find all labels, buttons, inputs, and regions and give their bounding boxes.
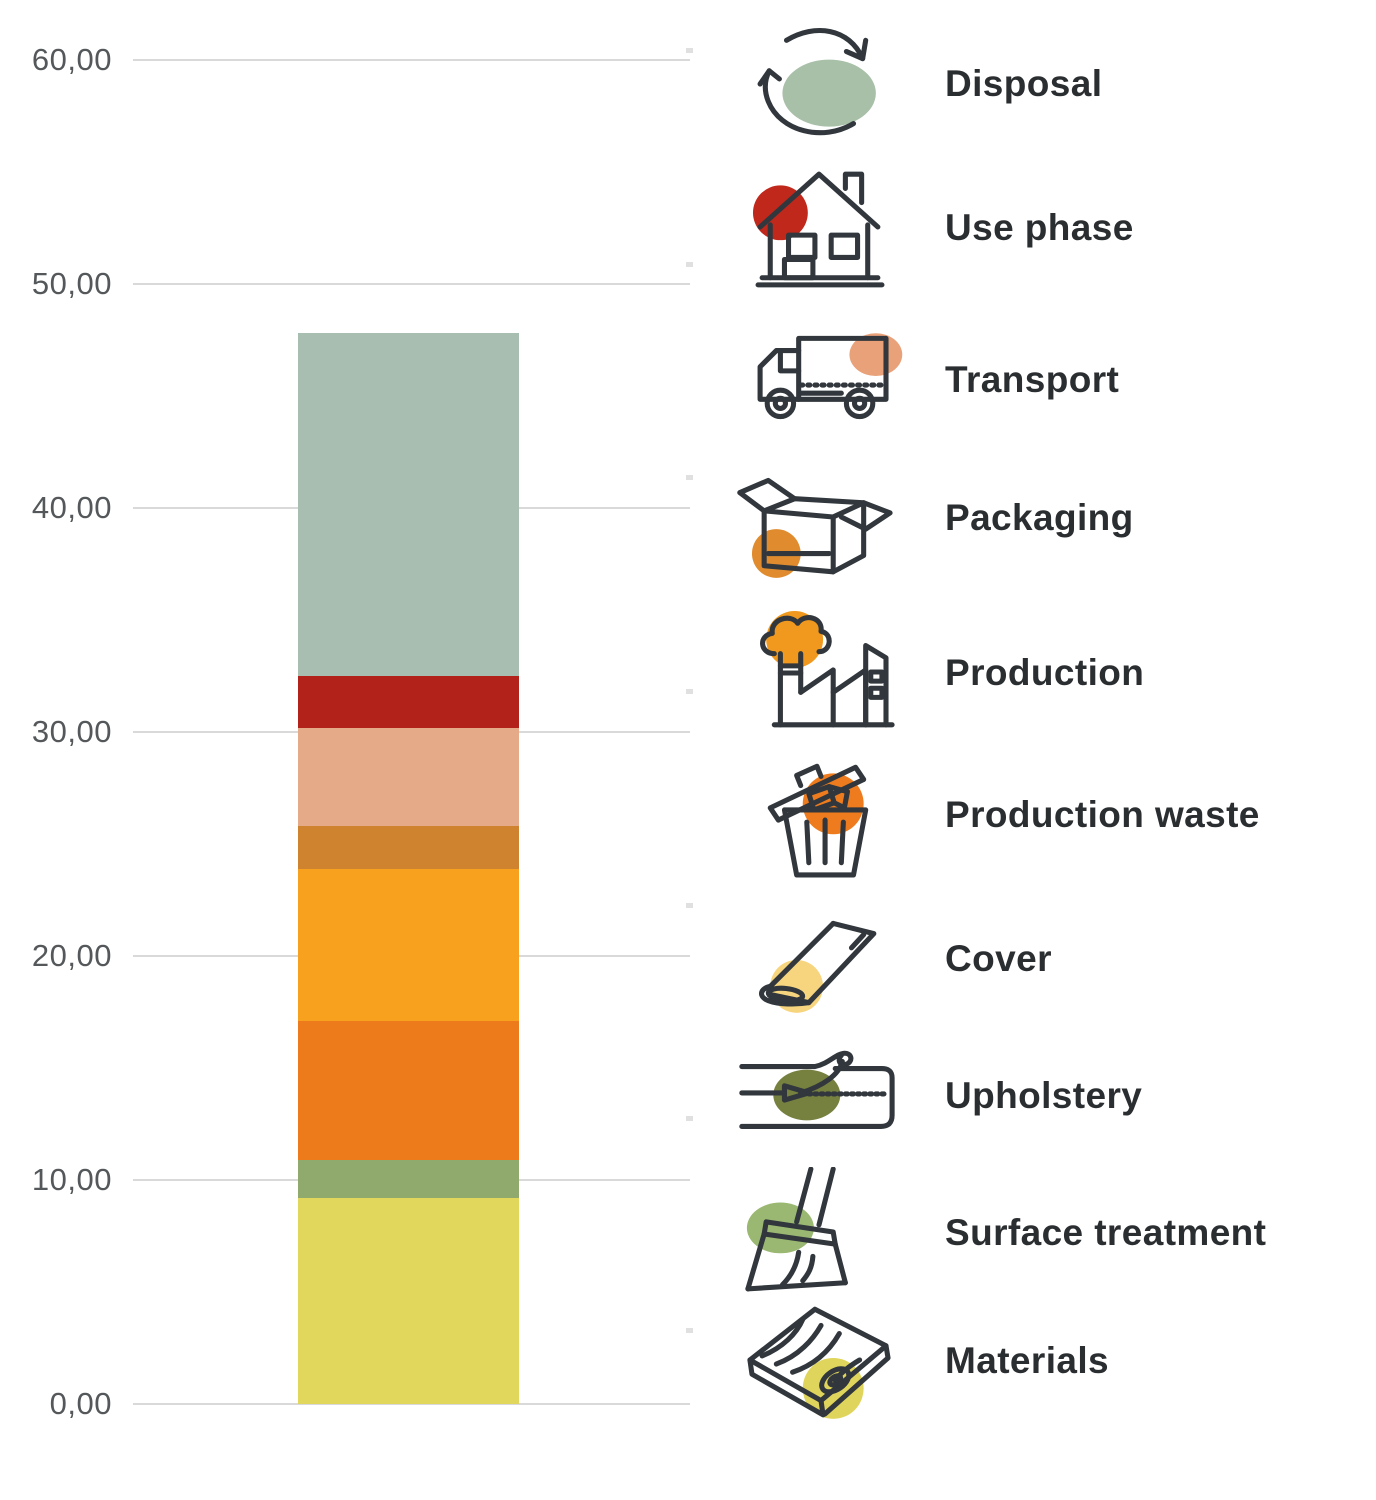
paint-brush-icon <box>720 1167 920 1299</box>
house-icon <box>720 162 920 294</box>
y-axis-label-20: 20,00 <box>31 938 112 973</box>
legend-item-production-waste: Production waste <box>712 749 1372 881</box>
legend-label: Disposal <box>945 63 1103 104</box>
legend-item-use-phase: Use phase <box>712 162 1372 294</box>
y-axis-label-40: 40,00 <box>31 490 112 525</box>
bar-segment-surface-treatment <box>298 1159 519 1198</box>
bar-segment-production <box>298 868 519 1021</box>
legend-label: Use phase <box>945 207 1134 248</box>
truck-icon <box>720 314 920 446</box>
trash-can-icon <box>720 749 920 881</box>
bar-segment-production-waste <box>298 1020 519 1160</box>
legend-item-upholstery: Upholstery <box>712 1030 1372 1162</box>
legend-label: Materials <box>945 1340 1110 1381</box>
bar-segment-disposal <box>298 333 519 676</box>
minor-tick <box>686 903 693 908</box>
minor-tick <box>686 689 693 694</box>
minor-tick <box>686 475 693 480</box>
legend-label: Upholstery <box>945 1075 1143 1116</box>
recycle-arrows-icon <box>720 18 920 150</box>
factory-icon <box>720 607 920 739</box>
y-axis-label-60: 60,00 <box>31 42 112 77</box>
legend-item-disposal: Disposal <box>712 18 1372 150</box>
gridline-50 <box>133 283 690 285</box>
legend-item-production: Production <box>712 607 1372 739</box>
minor-tick <box>686 1328 693 1333</box>
legend-label: Transport <box>945 359 1120 400</box>
gridline-60 <box>133 59 690 61</box>
legend-label: Production waste <box>945 794 1260 835</box>
gridline-0 <box>133 1403 690 1405</box>
open-box-icon <box>720 452 920 584</box>
legend-label: Production <box>945 652 1145 693</box>
legend-label: Cover <box>945 938 1052 979</box>
y-axis-label-50: 50,00 <box>31 266 112 301</box>
bar-segment-packaging <box>298 826 519 869</box>
minor-tick <box>686 262 693 267</box>
legend-item-packaging: Packaging <box>712 452 1372 584</box>
legend-item-materials: Materials <box>712 1295 1372 1427</box>
y-axis-label-0: 0,00 <box>49 1386 112 1421</box>
wood-plank-icon <box>720 1295 920 1427</box>
legend-item-transport: Transport <box>712 314 1372 446</box>
mattress-stitch-icon <box>720 1030 920 1162</box>
legend-label: Surface treatment <box>945 1212 1267 1253</box>
legend-label: Packaging <box>945 497 1134 538</box>
bar-segment-use-phase <box>298 676 519 728</box>
minor-tick <box>686 48 693 53</box>
y-axis-label-10: 10,00 <box>31 1162 112 1197</box>
y-axis-label-30: 30,00 <box>31 714 112 749</box>
minor-tick <box>686 1116 693 1121</box>
legend-item-surface-treatment: Surface treatment <box>712 1167 1372 1299</box>
bar-segment-transport <box>298 727 519 827</box>
bar-segment-materials <box>298 1197 519 1404</box>
fabric-roll-icon <box>720 893 920 1025</box>
legend-item-cover: Cover <box>712 893 1372 1025</box>
